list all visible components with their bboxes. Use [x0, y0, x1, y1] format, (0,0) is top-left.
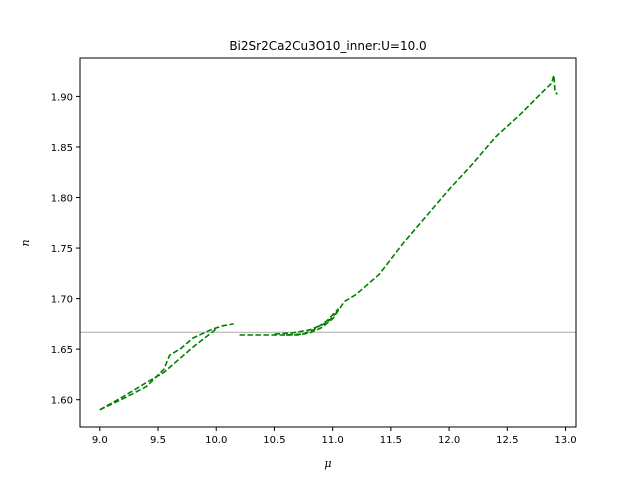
y-tick-label: 1.90 — [51, 92, 73, 103]
series-line-segment — [99, 323, 234, 411]
x-tick-label: 12.0 — [438, 435, 460, 446]
x-tick-label: 13.0 — [554, 435, 576, 446]
plot-frame — [79, 57, 577, 428]
x-tick-label: 10.5 — [263, 435, 285, 446]
x-axis-label: μ — [324, 457, 331, 470]
y-tick-label: 1.60 — [51, 396, 73, 407]
series-line-segment — [286, 74, 559, 336]
x-tick-label: 9.5 — [150, 435, 166, 446]
y-axis: 1.60 1.65 1.70 1.75 1.80 1.85 1.90 — [51, 92, 80, 407]
x-tick-label: 11.0 — [322, 435, 344, 446]
chart-title: Bi2Sr2Ca2Cu3O10_inner:U=10.0 — [229, 39, 426, 53]
x-tick-label: 10.0 — [205, 435, 227, 446]
y-tick-label: 1.75 — [51, 244, 73, 255]
plot-area — [80, 74, 576, 411]
series-line-segment — [274, 310, 340, 335]
x-tick-label: 9.0 — [92, 435, 108, 446]
x-axis: 9.0 9.5 10.0 10.5 11.0 11.5 12.0 12.5 13.0 — [92, 427, 577, 446]
x-tick-label: 11.5 — [380, 435, 402, 446]
y-tick-label: 1.65 — [51, 345, 73, 356]
series-line-segment — [99, 328, 217, 411]
x-tick-label: 12.5 — [496, 435, 518, 446]
y-tick-label: 1.70 — [51, 295, 73, 306]
y-tick-label: 1.85 — [51, 143, 73, 154]
y-axis-label: n — [19, 239, 32, 246]
y-tick-label: 1.80 — [51, 194, 73, 205]
